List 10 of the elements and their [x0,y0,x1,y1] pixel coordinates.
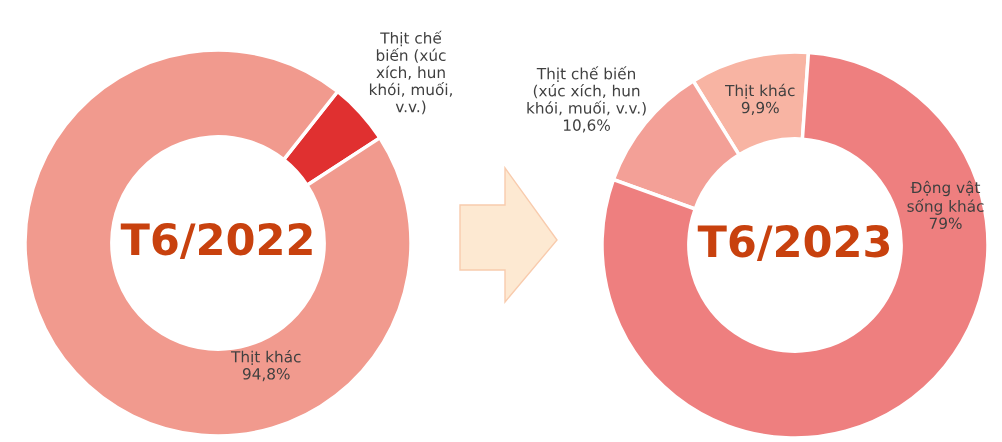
slice-label: Thịt chế biến (xúc xích, hun khói, muối, v.v.) [527,66,646,116]
slice-label: Thịt chế biến (xúc xích, hun khói, muối, v.v.) [369,30,452,115]
data-label: 94,8% [242,368,290,382]
text: T6/2023 [697,224,890,261]
text: T6/2022 [120,222,312,259]
slice-label: Thịt khác [231,350,301,366]
data-label: 10,6% [563,119,610,133]
slice-label: Thịt khác [725,83,795,99]
data-label: 79% [929,217,962,230]
data-label: 9,9% [741,101,779,115]
